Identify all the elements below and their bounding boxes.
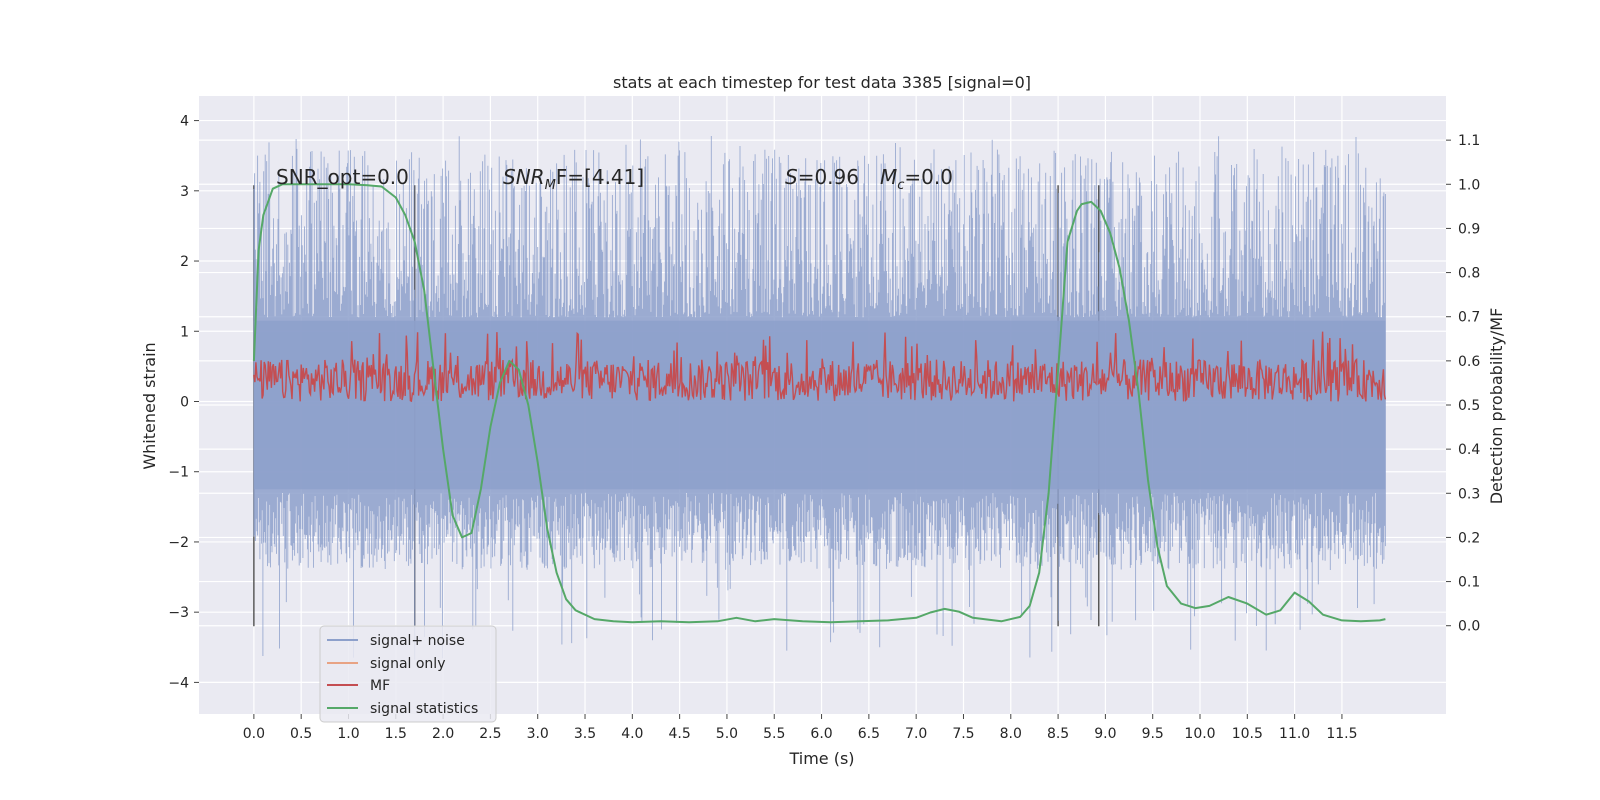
legend-label-signal-noise: signal+ noise <box>370 633 465 649</box>
y-right-tick-label: 1.1 <box>1458 133 1480 149</box>
annotation-snr-mf-sub: M <box>545 178 556 193</box>
annotation-snr-opt: SNR_opt=0.0 <box>276 165 409 189</box>
x-tick-label: 2.5 <box>479 726 501 742</box>
y-tick-label: 3 <box>180 184 189 200</box>
y-right-tick-label: 0.8 <box>1458 266 1480 282</box>
x-tick-label: 6.5 <box>858 726 880 742</box>
series-signal-noise-core <box>253 320 1386 490</box>
x-tick-label: 5.0 <box>716 726 738 742</box>
y-right-tick-label: 0.3 <box>1458 486 1480 502</box>
y-tick-label: 4 <box>180 114 189 130</box>
annotation-mc: Mc=0.0 <box>880 165 953 193</box>
x-tick-label: 10.0 <box>1184 726 1215 742</box>
annotation-snr-mf-base: SNR <box>503 165 545 189</box>
x-tick-label: 9.0 <box>1094 726 1116 742</box>
y-right-tick-label: 0.6 <box>1458 354 1480 370</box>
legend-label-signal-statistics: signal statistics <box>370 701 478 717</box>
x-tick-label: 0.0 <box>243 726 265 742</box>
x-tick-label: 11.0 <box>1279 726 1310 742</box>
x-tick-label: 9.5 <box>1142 726 1164 742</box>
legend-label-signal-only: signal only <box>370 656 445 672</box>
x-tick-label: 6.0 <box>810 726 832 742</box>
x-tick-label: 10.5 <box>1232 726 1263 742</box>
y-right-tick-label: 0.9 <box>1458 221 1480 237</box>
legend-label-mf: MF <box>370 678 390 694</box>
annotation-mc-sub: c <box>897 178 904 193</box>
y-tick-label: −1 <box>168 465 189 481</box>
axes: 0.0 0.5 1.0 1.5 2.0 2.5 3.0 3.5 4.0 4.5 5.0 5.5 6.0 6… <box>168 114 1480 742</box>
x-tick-label: 11.5 <box>1326 726 1357 742</box>
y-tick-label: −4 <box>168 675 189 691</box>
series-signal-statistics <box>252 183 1386 624</box>
annotation-s-value: =0.96 <box>798 165 859 189</box>
x-tick-label: 3.0 <box>527 726 549 742</box>
y-right-tick-label: 0.5 <box>1458 398 1480 414</box>
y-right-tick-label: 0.4 <box>1458 442 1480 458</box>
x-tick-label: 8.5 <box>1047 726 1069 742</box>
x-tick-label: 2.0 <box>432 726 454 742</box>
y-axis-label: Whitened strain <box>140 342 159 469</box>
x-tick-label: 0.5 <box>290 726 312 742</box>
x-tick-label: 4.5 <box>669 726 691 742</box>
y-right-tick-label: 0.2 <box>1458 530 1480 546</box>
x-tick-label: 4.0 <box>621 726 643 742</box>
series-mf <box>253 331 1387 403</box>
annotation-mc-base: M <box>880 165 897 189</box>
y-right-tick-label: 1.0 <box>1458 177 1480 193</box>
y-right-tick-label: 0.1 <box>1458 575 1480 591</box>
x-axis-label: Time (s) <box>788 749 854 768</box>
annotation-s-base: S <box>785 165 798 189</box>
y-tick-label: 0 <box>180 394 189 410</box>
x-tick-label: 7.5 <box>952 726 974 742</box>
y-tick-label: −2 <box>168 535 189 551</box>
legend: signal+ noise signal only MF signal stat… <box>319 625 497 723</box>
x-tick-label: 3.5 <box>574 726 596 742</box>
annotation-snr-mf: SNRMF=[4.41] <box>503 165 644 193</box>
y-right-tick-label: 0.7 <box>1458 310 1480 326</box>
legend-box <box>319 625 497 723</box>
x-tick-label: 1.0 <box>337 726 359 742</box>
annotation-snr-mf-value: F=[4.41] <box>556 165 644 189</box>
series-layer <box>252 136 1387 660</box>
x-tick-label: 1.5 <box>385 726 407 742</box>
x-tick-label: 8.0 <box>1000 726 1022 742</box>
y-right-tick-label: 0.0 <box>1458 619 1480 635</box>
x-tick-label: 5.5 <box>763 726 785 742</box>
x-tick-label: 7.0 <box>905 726 927 742</box>
y-axis-right-label: Detection probability/MF <box>1487 308 1506 505</box>
chart-title: stats at each timestep for test data 338… <box>613 73 1031 92</box>
y-tick-label: 2 <box>180 254 189 270</box>
annotation-mc-value: =0.0 <box>904 165 953 189</box>
annotation-s: S=0.96 <box>785 165 859 189</box>
y-tick-label: −3 <box>168 605 189 621</box>
y-tick-label: 1 <box>180 324 189 340</box>
